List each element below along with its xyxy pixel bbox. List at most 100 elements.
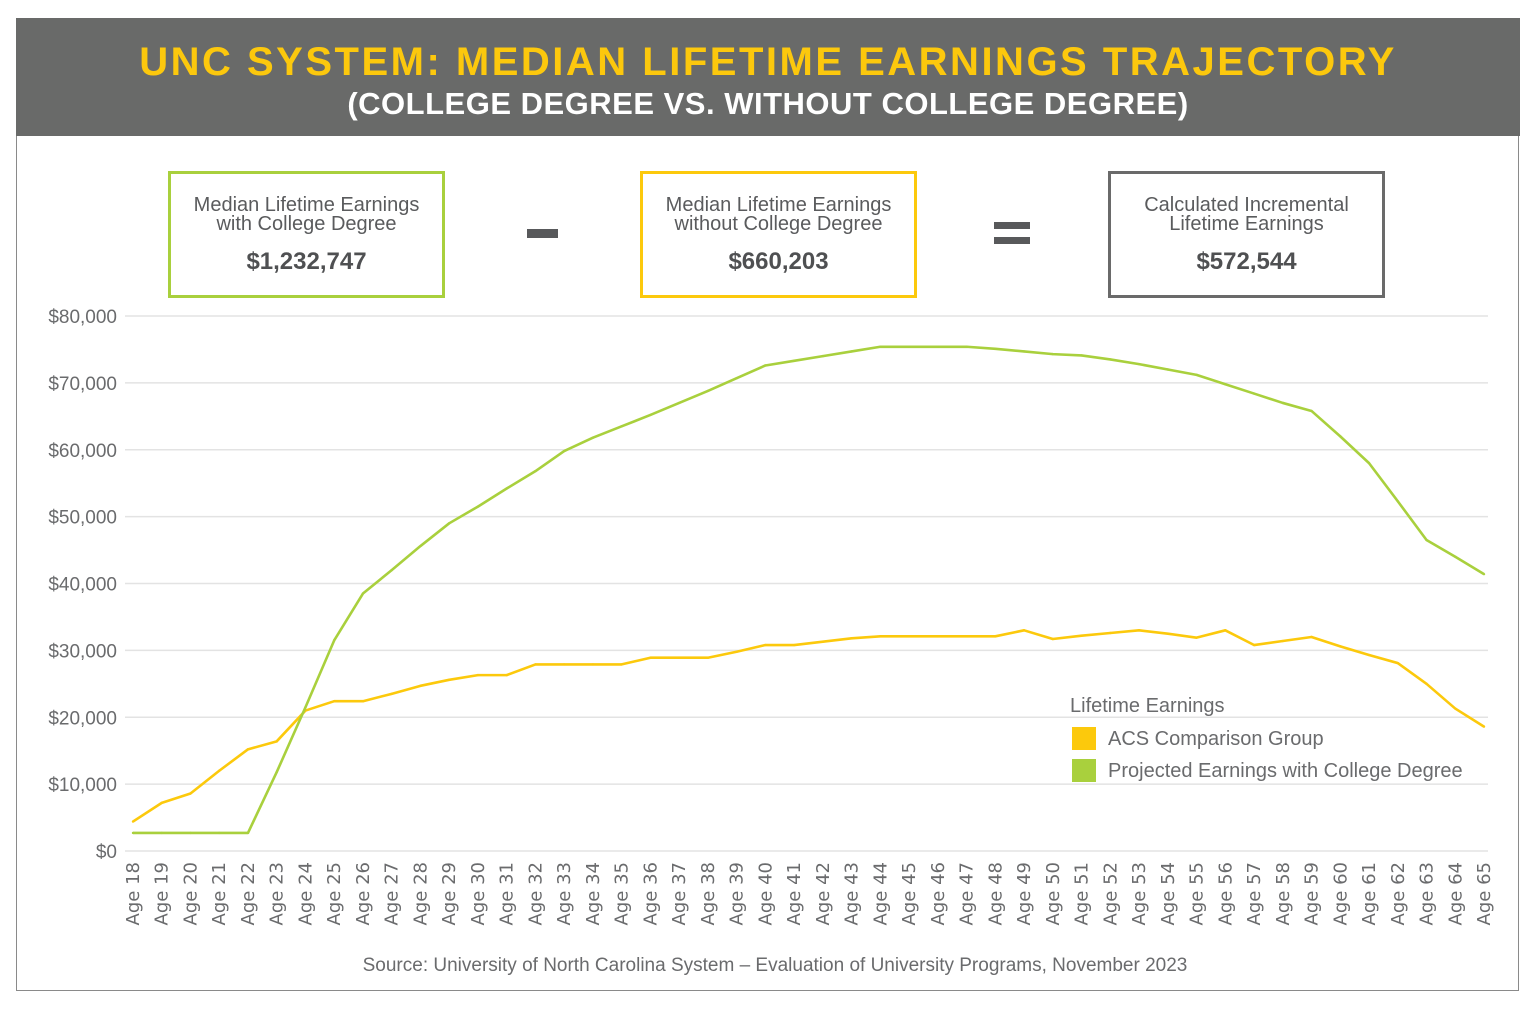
- data-point: [476, 673, 480, 677]
- data-point: [764, 364, 767, 367]
- data-point: [821, 354, 825, 358]
- data-point: [936, 345, 940, 348]
- data-point: [447, 522, 451, 525]
- x-tick-label: Age 25: [324, 862, 345, 925]
- x-tick-label: Age 21: [209, 862, 230, 925]
- y-tick-label: $50,000: [48, 508, 117, 529]
- data-point: [965, 635, 968, 638]
- data-point: [333, 639, 336, 642]
- y-tick-label: $30,000: [48, 641, 117, 662]
- legend-label: ACS Comparison Group: [1108, 728, 1324, 750]
- equals-icon: [994, 237, 1030, 244]
- data-point: [1051, 637, 1055, 641]
- data-point: [1051, 352, 1055, 356]
- x-tick-label: Age 22: [238, 862, 259, 925]
- data-point: [821, 640, 825, 643]
- data-point: [1425, 538, 1428, 542]
- incremental-value: $572,544: [1196, 248, 1297, 275]
- y-tick-label: $70,000: [48, 374, 117, 395]
- x-tick-label: Age 54: [1158, 862, 1179, 925]
- data-point: [1252, 392, 1256, 395]
- data-point: [333, 700, 336, 703]
- equals-icon: [994, 222, 1030, 229]
- x-tick-label: Age 52: [1100, 862, 1121, 925]
- data-point: [649, 656, 652, 659]
- x-tick-label: Age 48: [985, 862, 1006, 925]
- y-tick-label: $80,000: [48, 307, 117, 328]
- data-point: [419, 544, 422, 548]
- x-tick-label: Age 46: [928, 862, 949, 925]
- data-point: [965, 345, 968, 348]
- x-tick-label: Age 35: [612, 862, 633, 925]
- minus-icon: [527, 229, 558, 238]
- label-line: without College Degree: [674, 213, 883, 235]
- x-tick-label: Age 26: [353, 862, 374, 925]
- x-tick-label: Age 56: [1215, 862, 1236, 925]
- data-point: [1166, 632, 1170, 635]
- x-tick-label: Age 45: [899, 862, 920, 925]
- data-point: [706, 389, 710, 393]
- legend-swatch: [1072, 727, 1096, 750]
- data-point: [1080, 354, 1083, 357]
- data-point: [1195, 636, 1198, 639]
- label-line: Lifetime Earnings: [1169, 213, 1324, 235]
- with-degree-value: $1,232,747: [246, 248, 367, 275]
- x-tick-label: Age 47: [957, 862, 978, 925]
- series-line-acs-comparison: [132, 629, 1485, 823]
- data-point: [1252, 643, 1256, 647]
- series-line-college-degree: [133, 345, 1485, 835]
- data-point: [361, 700, 365, 703]
- x-tick-label: Age 27: [382, 862, 403, 925]
- data-point: [534, 663, 537, 666]
- data-point: [505, 487, 508, 490]
- with-degree-box: Median Lifetime Earnings with College Deg…: [168, 171, 445, 298]
- x-tick-label: Age 31: [497, 862, 518, 925]
- y-tick-label: $20,000: [48, 708, 117, 729]
- label-line: Calculated Incremental: [1144, 194, 1349, 216]
- data-point: [275, 770, 278, 774]
- data-point: [1310, 409, 1313, 413]
- data-point: [792, 643, 796, 647]
- x-tick-label: Age 41: [784, 862, 805, 925]
- without-degree-box: Median Lifetime Earnings without College …: [640, 171, 917, 298]
- data-point: [131, 831, 135, 835]
- x-tick-label: Age 59: [1302, 862, 1323, 925]
- data-point: [735, 650, 738, 653]
- data-point: [677, 656, 681, 659]
- data-point: [1022, 350, 1026, 353]
- data-point: [994, 347, 997, 350]
- y-tick-label: $40,000: [48, 575, 117, 596]
- incremental-box: Calculated Incremental Lifetime Earnings …: [1108, 171, 1385, 298]
- without-degree-value: $660,203: [728, 248, 829, 275]
- source-note: Source: University of North Carolina Sys…: [362, 955, 1188, 976]
- x-tick-label: Age 60: [1330, 862, 1351, 925]
- x-tick-label: Age 29: [439, 862, 460, 925]
- x-tick-label: Age 32: [525, 862, 546, 925]
- legend-swatch: [1072, 759, 1096, 782]
- data-point: [390, 568, 393, 572]
- label-line: Median Lifetime Earnings: [193, 194, 420, 216]
- data-point: [591, 436, 595, 439]
- data-point: [879, 635, 882, 638]
- x-tick-label: Age 19: [152, 862, 173, 925]
- data-point: [1166, 368, 1170, 371]
- data-point: [850, 637, 853, 640]
- data-point: [1425, 682, 1428, 686]
- x-tick-label: Age 33: [554, 862, 575, 925]
- data-point: [218, 769, 221, 772]
- x-tick-label: Age 28: [410, 862, 431, 925]
- data-point: [189, 831, 192, 835]
- data-point: [850, 350, 853, 353]
- data-point: [1339, 435, 1342, 438]
- data-point: [562, 663, 566, 666]
- data-point: [879, 345, 882, 348]
- x-tick-label: Age 24: [295, 862, 316, 925]
- label-line: with College Degree: [216, 213, 397, 235]
- data-point: [907, 635, 911, 638]
- data-point: [1367, 653, 1371, 657]
- x-tick-label: Age 23: [267, 862, 288, 925]
- y-tick-label: $10,000: [48, 775, 117, 796]
- data-point: [1396, 500, 1399, 503]
- x-tick-label: Age 18: [123, 862, 144, 925]
